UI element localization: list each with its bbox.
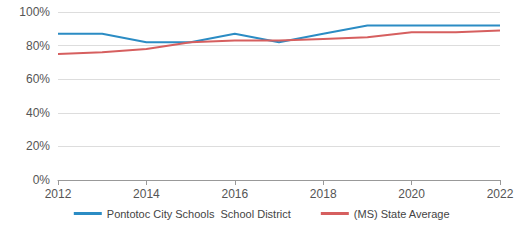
- svg-text:0%: 0%: [33, 173, 51, 187]
- svg-text:80%: 80%: [26, 39, 50, 53]
- svg-text:(MS) State Average: (MS) State Average: [354, 208, 450, 220]
- svg-text:2022: 2022: [487, 187, 514, 201]
- svg-text:60%: 60%: [26, 72, 50, 86]
- svg-text:2020: 2020: [398, 187, 425, 201]
- svg-text:2012: 2012: [45, 187, 72, 201]
- svg-text:Pontotoc City Schools School: Pontotoc City Schools School District: [107, 208, 291, 220]
- svg-text:2016: 2016: [221, 187, 248, 201]
- svg-text:2018: 2018: [310, 187, 337, 201]
- svg-text:40%: 40%: [26, 106, 50, 120]
- svg-text:20%: 20%: [26, 139, 50, 153]
- svg-text:100%: 100%: [19, 5, 50, 19]
- svg-text:2014: 2014: [133, 187, 160, 201]
